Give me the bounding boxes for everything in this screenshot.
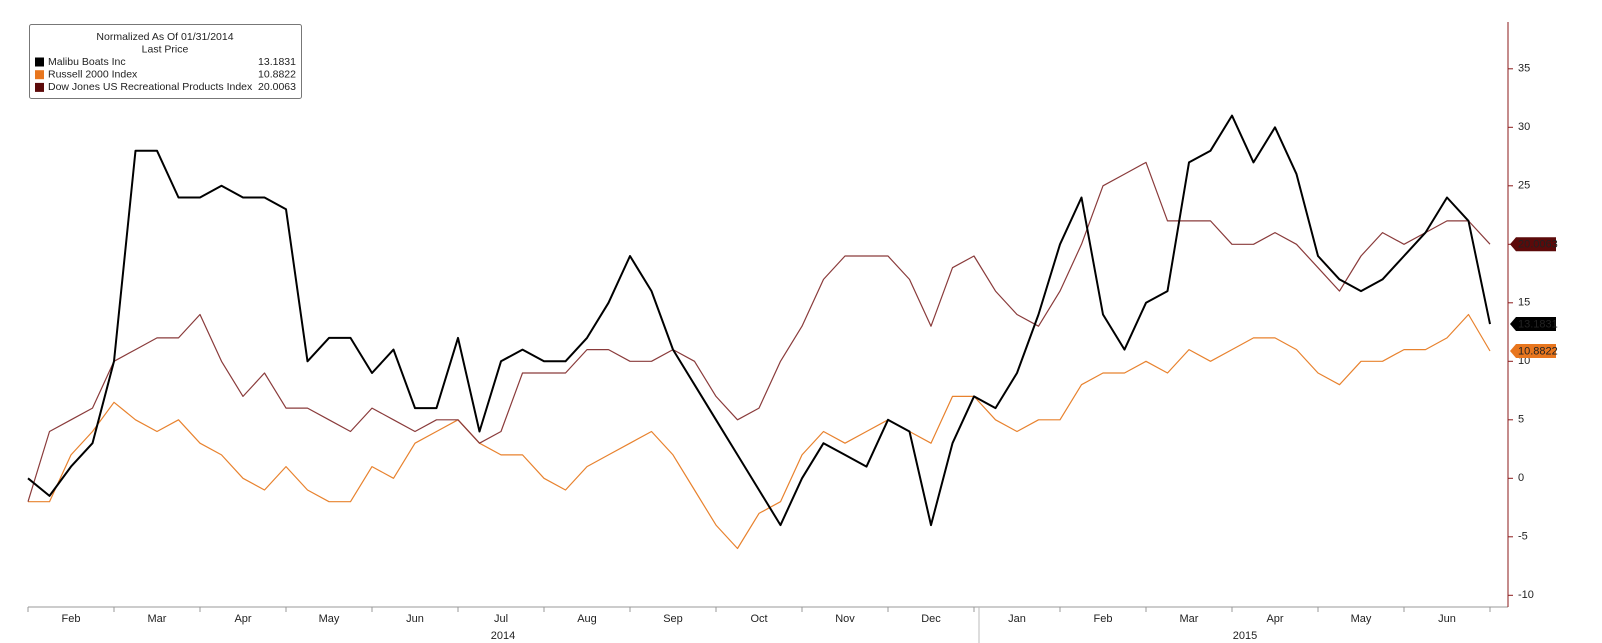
y-tick-label: -5 xyxy=(1518,531,1528,543)
legend-swatch xyxy=(35,82,44,92)
legend: Normalized As Of 01/31/2014 Last Price M… xyxy=(29,24,302,99)
x-tick-label: Feb xyxy=(62,613,81,625)
x-tick-label: May xyxy=(1351,613,1372,625)
legend-value: 13.1831 xyxy=(258,56,296,68)
legend-label: Malibu Boats Inc xyxy=(48,56,126,68)
x-tick-label: May xyxy=(319,613,340,625)
x-tick-label: Dec xyxy=(921,613,941,625)
last-value-label: 13.1831 xyxy=(1518,318,1558,330)
x-tick-label: Apr xyxy=(1266,613,1283,625)
legend-value: 20.0063 xyxy=(258,81,296,93)
x-tick-label: Jun xyxy=(406,613,424,625)
x-tick-label: Mar xyxy=(148,613,167,625)
year-label: 2014 xyxy=(491,630,515,642)
last-value-tag xyxy=(1510,317,1556,332)
legend-title: Normalized As Of 01/31/2014 xyxy=(96,31,233,43)
y-tick-label: 15 xyxy=(1518,297,1530,309)
legend-label: Dow Jones US Recreational Products Index xyxy=(48,81,253,93)
series-line xyxy=(27,161,1491,502)
legend-value: 10.8822 xyxy=(258,68,296,80)
x-tick-label: Apr xyxy=(234,613,251,625)
legend-items: Malibu Boats Inc 13.1831 Russell 2000 Inde… xyxy=(35,56,296,93)
x-tick-label: Mar xyxy=(1180,613,1199,625)
x-tick-label: Aug xyxy=(577,613,597,625)
y-tick-label: 10 xyxy=(1518,355,1530,367)
x-tick-label: Jun xyxy=(1438,613,1456,625)
legend-label: Russell 2000 Index xyxy=(48,68,138,80)
x-tick-label: Feb xyxy=(1094,613,1113,625)
legend-swatch xyxy=(35,57,44,67)
legend-swatch xyxy=(35,70,44,80)
legend-box xyxy=(29,24,302,99)
plot-area xyxy=(27,114,1491,550)
x-tick-label: Jul xyxy=(494,613,508,625)
y-tick-label: 30 xyxy=(1518,121,1530,133)
x-tick-label: Nov xyxy=(835,613,855,625)
year-label: 2015 xyxy=(1233,630,1257,642)
y-tick-label: 5 xyxy=(1518,414,1524,426)
x-tick-label: Jan xyxy=(1008,613,1026,625)
last-value-label: 10.8822 xyxy=(1518,345,1558,357)
x-tick-label: Oct xyxy=(750,613,767,625)
legend-subtitle: Last Price xyxy=(142,43,189,55)
x-tick-label: Sep xyxy=(663,613,683,625)
last-value-tag xyxy=(1510,343,1556,358)
y-tick-label: 35 xyxy=(1518,63,1530,75)
last-value-tag xyxy=(1510,237,1556,252)
y-tick-label: 25 xyxy=(1518,180,1530,192)
last-value-label: 20.0063 xyxy=(1518,239,1558,251)
y-tick-label: -10 xyxy=(1518,589,1534,601)
series-line xyxy=(27,114,1491,527)
series-line xyxy=(28,313,1491,550)
y-tick-label: 0 xyxy=(1518,472,1524,484)
